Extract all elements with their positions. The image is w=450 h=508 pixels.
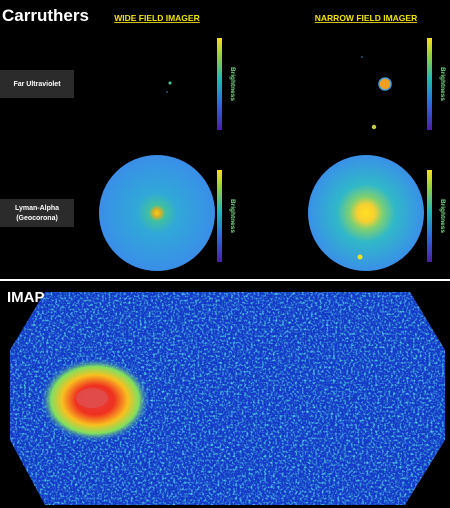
row-label: Far Ultraviolet xyxy=(13,81,61,88)
imap-title: IMAP xyxy=(7,289,45,306)
title: Carruthers xyxy=(2,6,89,25)
row-label-box xyxy=(0,199,74,227)
row-label-box xyxy=(0,70,74,98)
row-label: (Geocorona) xyxy=(16,215,58,222)
colorbar-label: Brightness xyxy=(439,199,446,233)
row-label: Lyman-Alpha xyxy=(15,205,59,212)
colorbar-label: Brightness xyxy=(439,67,446,101)
colorbar xyxy=(217,38,222,130)
column-header: WIDE FIELD IMAGER xyxy=(114,13,199,23)
star xyxy=(168,81,172,85)
moon xyxy=(371,124,377,130)
moon xyxy=(357,254,363,260)
column-header: NARROW FIELD IMAGER xyxy=(315,13,417,23)
geocorona-wide xyxy=(99,155,215,271)
colorbar-label: Brightness xyxy=(229,199,236,233)
colorbar xyxy=(217,170,222,262)
star xyxy=(166,91,168,93)
divider xyxy=(0,279,450,281)
colorbar-label: Brightness xyxy=(229,67,236,101)
geocorona-narrow xyxy=(308,155,424,271)
imap-map xyxy=(10,292,445,505)
colorbar xyxy=(427,38,432,130)
earth xyxy=(378,77,392,91)
colorbar xyxy=(427,170,432,262)
star xyxy=(361,56,363,58)
